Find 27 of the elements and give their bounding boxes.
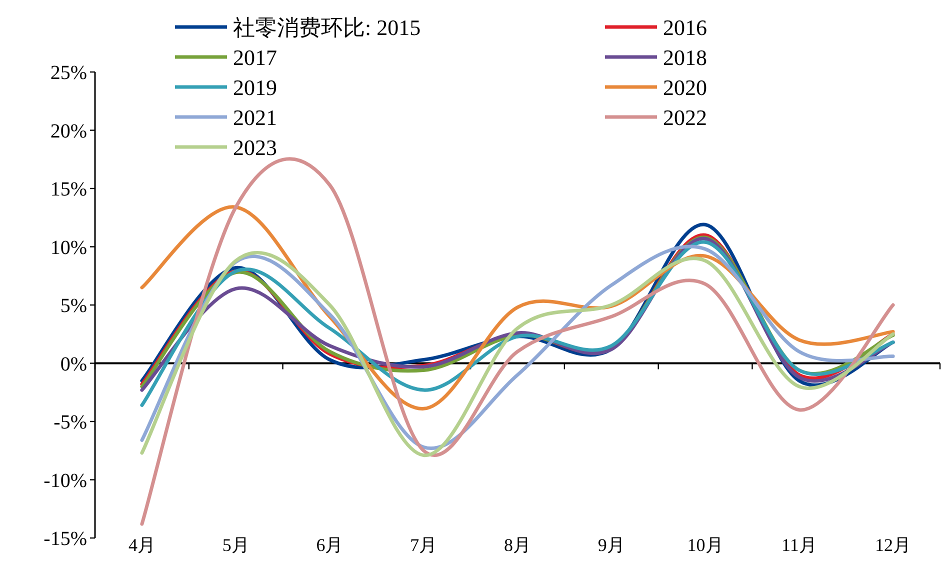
x-tick-label: 10月 (687, 535, 724, 555)
y-tick-label: 20% (50, 120, 87, 142)
y-tick-label: -15% (44, 528, 87, 550)
legend-label: 2016 (663, 15, 707, 40)
y-tick-label: 10% (50, 236, 87, 259)
x-tick-label: 4月 (128, 535, 156, 555)
x-tick-label: 5月 (222, 535, 250, 555)
legend-label: 社零消费环比: 2015 (233, 15, 421, 40)
x-tick-label: 9月 (598, 535, 625, 555)
y-tick-label: -5% (54, 412, 87, 434)
legend-label: 2022 (663, 105, 707, 130)
legend-label: 2018 (663, 45, 707, 70)
y-tick-label: -10% (44, 470, 87, 492)
legend-label: 2019 (233, 75, 277, 100)
x-tick-label: 12月 (875, 535, 912, 555)
legend-label: 2017 (233, 45, 277, 70)
y-tick-label: 5% (60, 295, 87, 317)
x-tick-label: 7月 (410, 535, 438, 555)
y-tick-label: 0% (60, 353, 87, 376)
legend-label: 2020 (663, 75, 707, 100)
legend-label: 2023 (233, 135, 277, 160)
y-tick-label: 25% (50, 62, 87, 84)
x-tick-label: 6月 (316, 535, 344, 555)
x-tick-label: 11月 (781, 535, 817, 555)
y-tick-label: 15% (50, 178, 87, 200)
legend-label: 2021 (233, 105, 277, 130)
x-tick-label: 8月 (504, 535, 531, 555)
